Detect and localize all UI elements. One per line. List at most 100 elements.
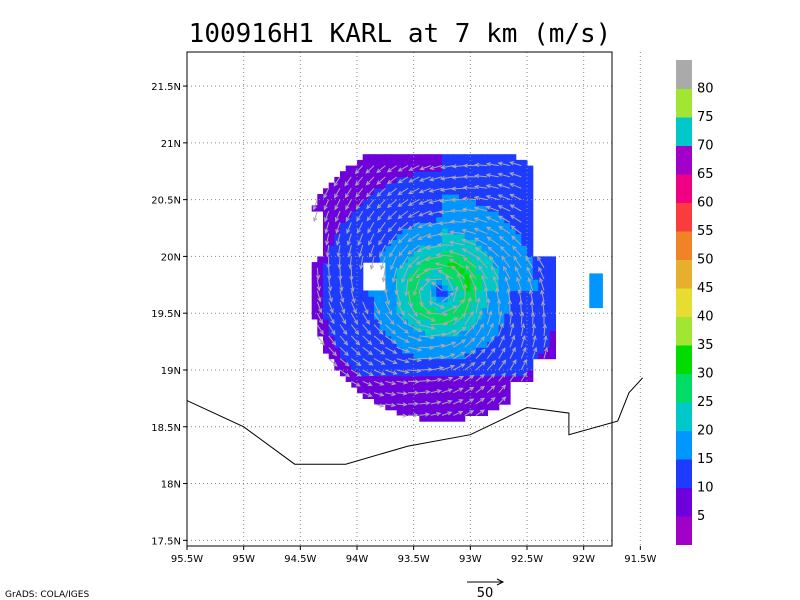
wind-vector: [510, 225, 522, 235]
wind-speed-cell: [470, 330, 477, 337]
wind-speed-cell: [357, 222, 364, 229]
wind-speed-cell: [391, 375, 398, 382]
wind-speed-cell: [515, 324, 522, 331]
wind-speed-cell: [334, 296, 341, 303]
wind-speed-cell: [368, 324, 375, 331]
wind-speed-cell: [442, 171, 449, 178]
wind-speed-cell: [385, 370, 392, 377]
wind-vector-head: [417, 327, 423, 332]
wind-speed-cell: [453, 398, 460, 405]
wind-vector: [498, 360, 506, 371]
wind-vector: [373, 312, 382, 325]
wind-speed-cell: [436, 199, 443, 206]
wind-speed-cell: [362, 347, 369, 354]
wind-speed-cell: [317, 330, 324, 337]
wind-speed-cell: [323, 194, 330, 201]
wind-speed-cell: [368, 352, 375, 360]
wind-speed-cell: [510, 301, 517, 309]
wind-speed-cell: [447, 154, 454, 161]
wind-speed-cell: [464, 176, 471, 184]
wind-speed-cell: [402, 239, 409, 246]
wind-vector: [500, 246, 511, 257]
wind-speed-cell: [532, 273, 539, 280]
wind-vector: [498, 162, 511, 167]
wind-speed-cell: [527, 188, 534, 195]
wind-vector: [430, 312, 448, 315]
wind-speed-cell: [504, 165, 511, 172]
wind-speed-cell: [345, 313, 352, 320]
wind-speed-cell: [521, 296, 528, 303]
wind-speed-cell: [549, 352, 556, 360]
wind-speed-cell: [362, 222, 369, 229]
wind-speed-cell: [419, 370, 426, 377]
wind-speed-cell: [487, 216, 494, 223]
wind-speed-cell: [476, 199, 483, 206]
wind-speed-cell: [323, 279, 330, 286]
wind-speed-cell: [436, 335, 443, 343]
wind-speed-cell: [391, 194, 398, 201]
wind-speed-cell: [379, 307, 386, 314]
wind-vector-head: [445, 274, 450, 280]
x-tick-label: 93.5W: [398, 554, 430, 565]
wind-speed-cell: [402, 199, 409, 206]
wind-speed-cell: [521, 245, 528, 252]
wind-speed-cell: [436, 404, 443, 411]
wind-vector: [408, 187, 420, 195]
wind-speed-cell: [436, 222, 443, 229]
wind-speed-cell: [362, 381, 369, 388]
wind-speed-cell: [521, 171, 528, 178]
wind-speed-cell: [362, 165, 369, 172]
wind-vector-head: [539, 277, 544, 283]
wind-speed-cell: [453, 313, 460, 320]
wind-speed-cell: [481, 352, 488, 360]
wind-speed-cell: [368, 290, 375, 297]
wind-speed-cell: [357, 375, 364, 382]
wind-vector: [326, 245, 330, 257]
wind-speed-cell: [453, 404, 460, 411]
wind-vector: [457, 273, 466, 291]
wind-speed-cell: [351, 324, 358, 331]
wind-speed-cell: [334, 273, 341, 280]
wind-speed-cell: [351, 182, 358, 189]
wind-vector-head: [366, 330, 372, 336]
wind-speed-cell: [391, 188, 398, 195]
wind-vector-head: [324, 228, 329, 235]
wind-speed-cell: [515, 171, 522, 178]
wind-speed-cell: [515, 347, 522, 354]
wind-vector: [520, 372, 527, 382]
wind-speed-cell: [510, 194, 517, 201]
y-tick-label: 18.5N: [151, 423, 181, 434]
wind-vector-head: [404, 369, 410, 374]
wind-speed-cell: [391, 284, 398, 292]
wind-vector-head: [386, 191, 392, 197]
wind-speed-cell: [374, 256, 381, 263]
wind-speed-cell: [340, 262, 347, 269]
wind-speed-cell: [430, 415, 437, 422]
wind-speed-cell: [345, 279, 352, 286]
wind-speed-cell: [430, 182, 437, 189]
wind-speed-cell: [430, 250, 437, 257]
wind-speed-cell: [515, 176, 522, 184]
wind-vector-head: [511, 235, 516, 241]
wind-vector: [491, 266, 500, 280]
wind-vector: [419, 402, 430, 405]
wind-speed-cell: [510, 318, 517, 326]
wind-vector: [396, 324, 409, 334]
wind-vector: [419, 368, 432, 371]
wind-vector-head: [379, 403, 385, 408]
wind-speed-cell: [470, 216, 477, 223]
wind-vector: [510, 183, 522, 189]
wind-speed-cell: [425, 341, 432, 348]
wind-speed-cell: [402, 165, 409, 172]
wind-vector: [464, 297, 472, 314]
wind-speed-cell: [430, 165, 437, 172]
wind-speed-cell: [481, 398, 488, 405]
wind-vector-head: [509, 204, 515, 209]
wind-speed-cell: [464, 199, 471, 206]
wind-speed-cell: [510, 199, 517, 206]
wind-speed-cell: [504, 205, 511, 212]
wind-vector-head: [470, 324, 476, 330]
colorbar-segment: [676, 288, 692, 317]
wind-speed-cell: [357, 364, 364, 371]
wind-vector-head: [344, 193, 350, 199]
